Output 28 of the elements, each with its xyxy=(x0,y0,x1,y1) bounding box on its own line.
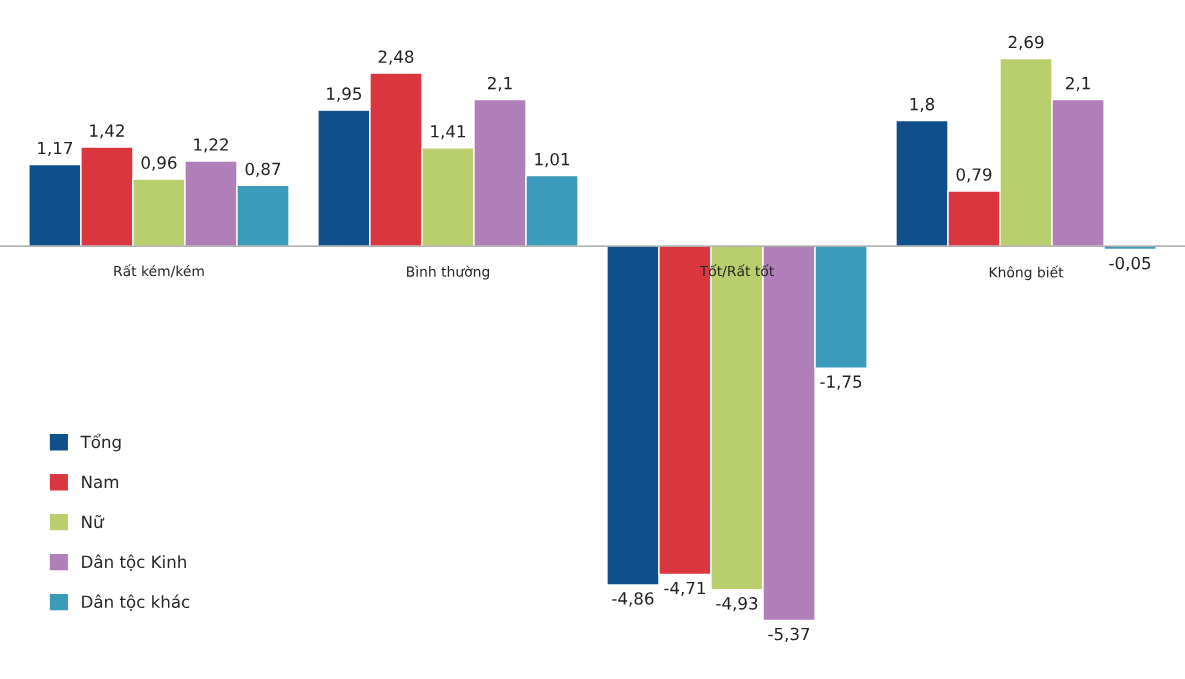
data-label: 1,41 xyxy=(431,125,465,140)
data-label: 2,48 xyxy=(378,50,414,65)
data-label: 1,95 xyxy=(327,87,362,102)
legend-label: Nam xyxy=(82,475,119,489)
data-label: 2,69 xyxy=(1008,35,1044,51)
data-label: 0,79 xyxy=(956,168,992,183)
data-label: 1,8 xyxy=(910,97,935,113)
x-tick-label: Bình thường xyxy=(407,265,490,280)
legend-label: Nữ xyxy=(82,514,105,529)
legend-label: Dân tộc khác xyxy=(82,594,190,611)
data-label: 0,96 xyxy=(141,156,177,171)
x-tick-label: Rất kém/kém xyxy=(114,264,204,278)
data-label: -5,37 xyxy=(768,627,810,643)
data-label: 1,17 xyxy=(38,141,73,157)
data-label: -1,75 xyxy=(820,375,862,390)
data-label: -4,93 xyxy=(716,597,758,612)
data-label: -4,71 xyxy=(664,581,706,596)
data-label: 1,01 xyxy=(535,152,570,168)
x-tick-label: Không biết xyxy=(989,265,1064,281)
data-label: -4,86 xyxy=(612,592,654,607)
data-label: 1,42 xyxy=(90,124,124,139)
legend-label: Dân tộc Kinh xyxy=(82,554,186,571)
legend-label: Tổng xyxy=(80,433,121,452)
data-label: -0,05 xyxy=(1109,256,1151,272)
data-label: 1,22 xyxy=(194,138,228,153)
data-label: 0,87 xyxy=(245,162,281,177)
data-label: 2,1 xyxy=(1066,76,1090,92)
data-label: 2,1 xyxy=(487,76,512,92)
